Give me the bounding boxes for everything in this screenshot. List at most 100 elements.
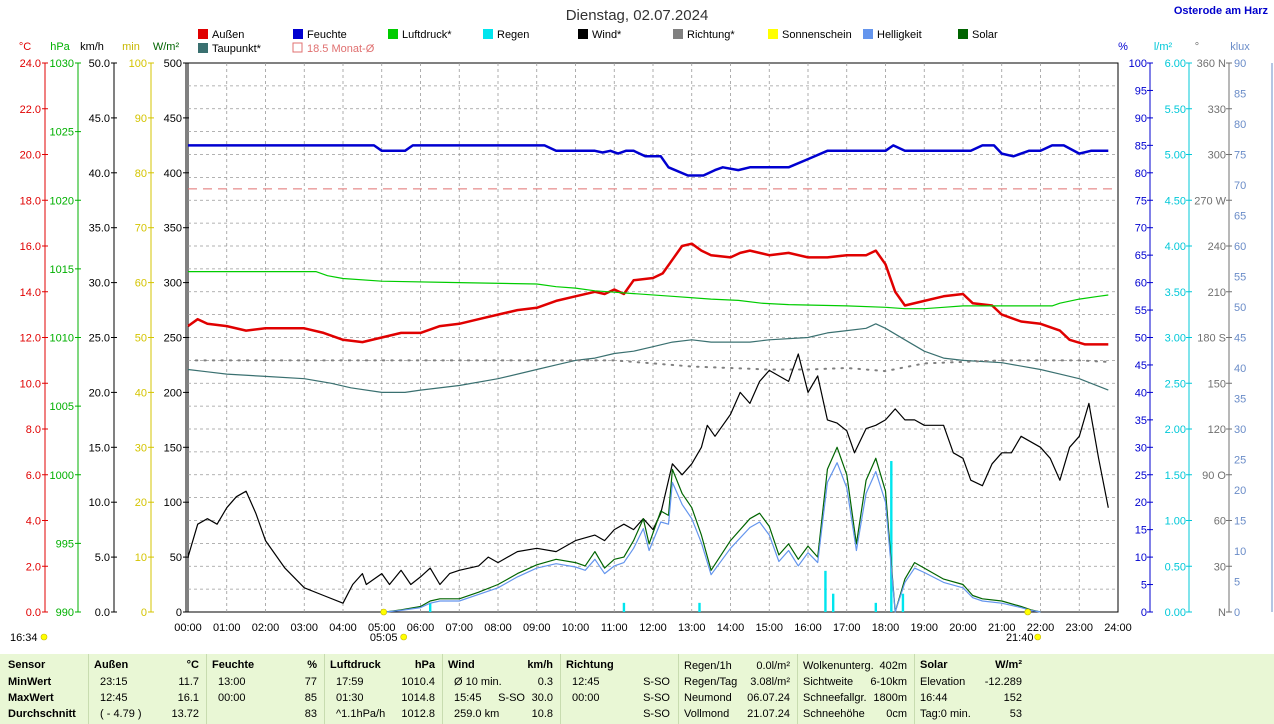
solar-axis-tick-label: 500 <box>164 58 182 70</box>
legend-label: Außen <box>212 29 244 41</box>
temp-axis-tick-label: 8.0 <box>26 424 41 436</box>
legend-swatch <box>198 29 208 39</box>
time-tick-label: 12:00 <box>639 622 667 634</box>
stats-column-divider <box>678 654 679 724</box>
sunmin-axis-tick-label: 40 <box>135 387 147 399</box>
station-name[interactable]: Osterode am Harz <box>1173 5 1268 17</box>
rain-bar <box>622 602 626 612</box>
stats-misc2-key: Schneefallgr. <box>803 692 867 704</box>
rain-axis-tick-label: 1.00 <box>1165 516 1186 528</box>
stats-column-divider <box>560 654 561 724</box>
statistics-panel: Sensor Außen °C Feuchte% Luftdruck hPa Wind km/… <box>0 654 1274 724</box>
grid <box>188 63 1118 612</box>
temp-axis-tick-label: 14.0 <box>20 287 41 299</box>
sunmin-axis-tick-label: 30 <box>135 442 147 454</box>
legend-label: Feuchte <box>307 29 347 41</box>
time-tick-label: 22:00 <box>1027 622 1055 634</box>
lux-axis-tick-label: 45 <box>1234 333 1246 345</box>
humidity-axis-tick-label: 20 <box>1135 497 1147 509</box>
chart-title: Dienstag, 02.07.2024 <box>566 7 709 24</box>
legend-label: Luftdruck* <box>402 29 452 41</box>
sunshine-marker <box>1024 608 1032 616</box>
time-tick-label: 17:00 <box>833 622 861 634</box>
direction-axis-tick-label: 150 <box>1208 378 1226 390</box>
lux-axis-tick-label: 70 <box>1234 180 1246 192</box>
stats-column-divider <box>324 654 325 724</box>
stats-misc2-key: Wolkenunterg. <box>803 660 874 672</box>
lux-axis-tick-label: 65 <box>1234 211 1246 223</box>
solar-axis-tick-label: 450 <box>164 113 182 125</box>
direction-axis-tick-label: 300 <box>1208 150 1226 162</box>
humidity-axis-tick-label: 10 <box>1135 552 1147 564</box>
legend-label: Wind* <box>592 29 622 41</box>
stats-column-divider <box>206 654 207 724</box>
solar-axis-tick-label: 300 <box>164 278 182 290</box>
time-tick-label: 18:00 <box>872 622 900 634</box>
lux-axis-unit: klux <box>1230 41 1250 53</box>
direction-axis-unit: ° <box>1195 41 1199 53</box>
temp-axis-unit: °C <box>19 41 31 53</box>
pressure-axis-unit: hPa <box>50 41 70 53</box>
stats-header-aussen: Außen <box>94 659 129 671</box>
series-line-luftdruck <box>188 271 1109 310</box>
stats-wind-time: 15:45 <box>454 692 482 704</box>
solar-axis-tick-label: 250 <box>164 333 182 345</box>
stats-header-unit: % <box>307 659 317 671</box>
time-tick-label: 02:00 <box>252 622 280 634</box>
pressure-axis-tick-label: 1025 <box>50 127 74 139</box>
stats-aussen-time: 23:15 <box>100 676 128 688</box>
humidity-axis-tick-label: 45 <box>1135 360 1147 372</box>
stats-solar-value: 53 <box>1009 708 1022 720</box>
stats-misc2-value: 1800m <box>873 692 907 704</box>
sunset-label: 21:40 <box>1006 632 1034 644</box>
sunshine-marker <box>380 608 387 616</box>
direction-axis-tick-label: 60 <box>1214 516 1226 528</box>
stats-wind-time: 259.0 km <box>454 708 500 720</box>
wind-axis-tick-label: 20.0 <box>89 387 110 399</box>
humidity-axis-tick-label: 90 <box>1135 113 1147 125</box>
sunrise-label: 05:05 <box>370 632 398 644</box>
humidity-axis-tick-label: 0 <box>1141 607 1147 619</box>
lux-axis-tick-label: 25 <box>1234 455 1246 467</box>
wind-axis-tick-label: 35.0 <box>89 223 110 235</box>
rain-axis-tick-label: 5.00 <box>1165 150 1186 162</box>
stats-aussen-value: 11.7 <box>178 676 199 688</box>
lux-axis-tick-label: 30 <box>1234 424 1246 436</box>
rain-axis-unit: l/m² <box>1154 41 1173 53</box>
time-tick-label: 09:00 <box>523 622 551 634</box>
stats-misc2-value: 402m <box>879 660 907 672</box>
humidity-axis-tick-label: 30 <box>1135 442 1147 454</box>
stats-header-wind: Wind <box>448 659 475 671</box>
rain-bar <box>428 602 432 612</box>
wind-axis-tick-label: 30.0 <box>89 278 110 290</box>
humidity-axis-unit: % <box>1118 41 1128 53</box>
stats-header-solar: Solar <box>920 659 948 671</box>
lux-axis-tick-label: 5 <box>1234 577 1240 589</box>
solar-axis-tick-label: 200 <box>164 387 182 399</box>
stats-row-label: MaxWert <box>8 692 54 704</box>
temp-axis-tick-label: 2.0 <box>26 561 41 573</box>
sunmin-axis-tick-label: 20 <box>135 497 147 509</box>
stats-wind-direction: S-SO <box>498 692 525 704</box>
rain-axis-tick-label: 2.00 <box>1165 424 1186 436</box>
lux-axis-tick-label: 50 <box>1234 302 1246 314</box>
time-tick-label: 07:00 <box>445 622 473 634</box>
sunrise-icon <box>400 633 407 641</box>
time-tick-label: 04:00 <box>329 622 357 634</box>
temp-axis-tick-label: 22.0 <box>20 104 41 116</box>
stats-row-label: MinWert <box>8 676 52 688</box>
wind-axis-tick-label: 25.0 <box>89 333 110 345</box>
legend-swatch <box>768 29 778 39</box>
solar-axis-tick-label: 400 <box>164 168 182 180</box>
temp-axis-tick-label: 4.0 <box>26 516 41 528</box>
legend-label: 18.5 Monat-Ø <box>307 43 375 55</box>
temp-axis-tick-label: 24.0 <box>20 58 41 70</box>
rain-bar <box>874 602 878 612</box>
time-tick-label: 06:00 <box>407 622 435 634</box>
stats-column-divider <box>442 654 443 724</box>
rain-axis-tick-label: 2.50 <box>1165 378 1186 390</box>
temp-axis-tick-label: 6.0 <box>26 470 41 482</box>
rain-axis-tick-label: 5.50 <box>1165 104 1186 116</box>
legend-swatch <box>198 43 208 53</box>
series-line-richtung <box>194 359 1110 373</box>
